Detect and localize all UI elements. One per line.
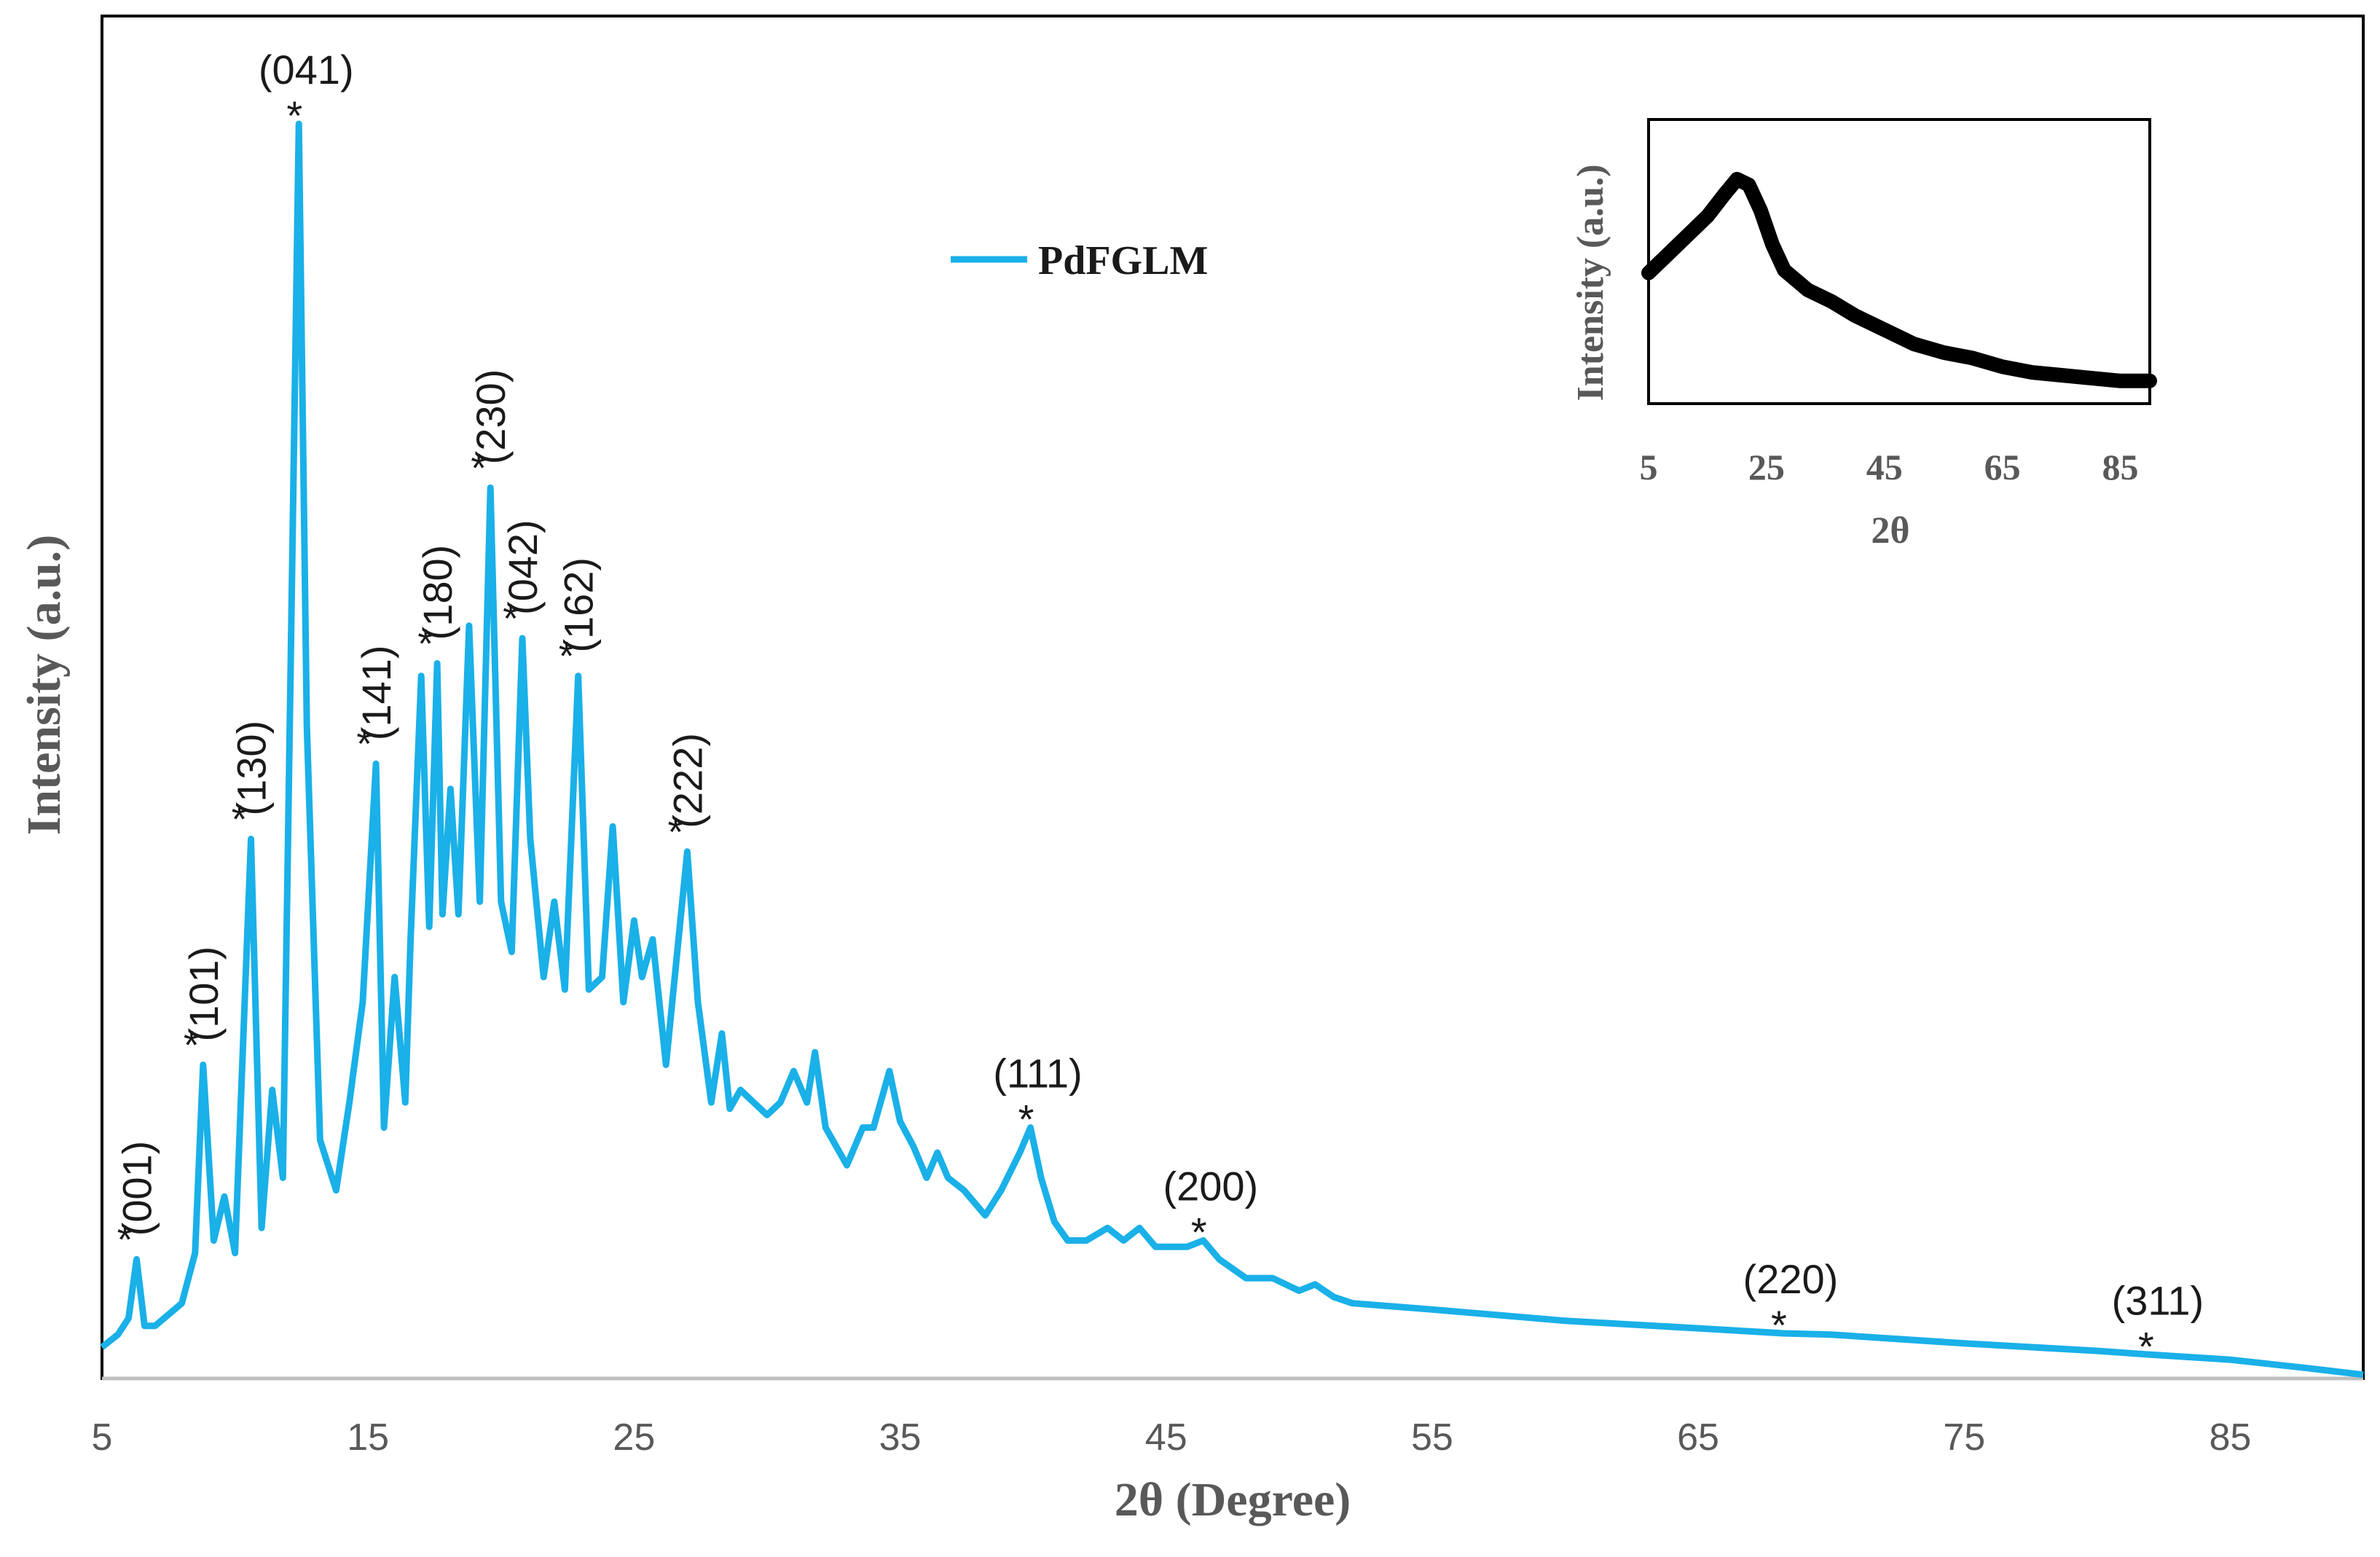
peak-label: (130) — [228, 721, 274, 816]
peak-marker: * — [1771, 1302, 1787, 1348]
inset-x-axis-title: 2θ — [1871, 510, 1909, 552]
peak-annotation: *(111) — [993, 1051, 1082, 1142]
x-tick-label: 5 — [92, 1416, 113, 1459]
peak-label: (111) — [993, 1051, 1082, 1097]
peak-annotation: *(180) — [415, 545, 460, 667]
peak-label: (200) — [1163, 1164, 1258, 1209]
inset-series-line — [1641, 171, 2157, 388]
peak-label: (101) — [181, 946, 227, 1042]
peak-marker: * — [503, 595, 519, 641]
peak-marker: * — [117, 1216, 133, 1262]
peak-label: (220) — [1743, 1256, 1839, 1302]
peak-marker: * — [184, 1022, 200, 1068]
peak-annotation: *(042) — [500, 519, 546, 641]
peak-label: (230) — [468, 369, 514, 465]
peak-marker: * — [559, 633, 575, 679]
inset-x-tick-label: 45 — [1866, 447, 1903, 487]
peak-marker: * — [286, 93, 302, 138]
peak-annotation: *(041) — [259, 47, 354, 138]
peak-marker: * — [2138, 1323, 2154, 1369]
peak-label: (001) — [114, 1141, 160, 1236]
peak-annotation: *(230) — [468, 369, 514, 491]
peak-marker: * — [356, 721, 372, 766]
series-line-pdfglm — [100, 120, 2364, 1378]
peak-label: (222) — [664, 733, 710, 828]
x-tick-label: 55 — [1411, 1416, 1453, 1459]
x-tick-label: 45 — [1145, 1416, 1187, 1459]
x-tick-label: 65 — [1677, 1416, 1719, 1459]
peak-label: (141) — [353, 645, 399, 740]
inset-x-tick-label: 5 — [1640, 447, 1658, 487]
peak-marker: * — [1191, 1209, 1207, 1255]
x-tick-label: 15 — [347, 1416, 389, 1459]
peak-label: (162) — [556, 557, 602, 653]
peak-annotation: *(162) — [556, 557, 602, 679]
peak-marker: * — [417, 620, 433, 666]
peak-annotation: *(200) — [1163, 1164, 1258, 1255]
y-axis-title: Intensity (a.u.) — [17, 535, 71, 836]
peak-annotation: *(311) — [2112, 1277, 2204, 1369]
peak-annotation: *(001) — [114, 1141, 160, 1263]
peak-annotation: *(101) — [181, 946, 227, 1068]
peak-label: (042) — [500, 519, 546, 615]
inset-plot-frame — [1647, 118, 2151, 405]
peak-marker: * — [471, 444, 487, 490]
peak-label: (180) — [415, 545, 460, 640]
peak-marker: * — [1018, 1097, 1034, 1142]
peak-label: (311) — [2112, 1277, 2204, 1323]
x-tick-label: 85 — [2209, 1416, 2251, 1459]
peak-annotation: *(222) — [664, 733, 710, 855]
x-tick-label: 75 — [1943, 1416, 1985, 1459]
x-tick-label: 25 — [613, 1416, 655, 1459]
inset-chart: 5 25 45 65 85 2θ Intensity (a.u.) — [1570, 118, 2157, 552]
inset-x-tick-label: 65 — [1984, 447, 2021, 487]
x-axis-title: 2θ (Degree) — [1115, 1473, 1351, 1526]
inset-x-tick-label: 25 — [1748, 447, 1785, 487]
peak-annotation: *(130) — [228, 721, 274, 842]
legend-label-pdfglm: PdFGLM — [1038, 238, 1208, 283]
peak-annotation: *(141) — [353, 645, 399, 766]
peak-marker: * — [232, 796, 248, 842]
peak-annotation: *(220) — [1743, 1256, 1839, 1348]
inset-x-tick-label: 85 — [2102, 447, 2139, 487]
inset-y-axis-title: Intensity (a.u.) — [1570, 164, 1611, 401]
legend: PdFGLM — [951, 238, 1208, 283]
peak-label: (041) — [259, 47, 354, 93]
peak-marker: * — [667, 809, 683, 855]
x-tick-label: 35 — [879, 1416, 922, 1459]
